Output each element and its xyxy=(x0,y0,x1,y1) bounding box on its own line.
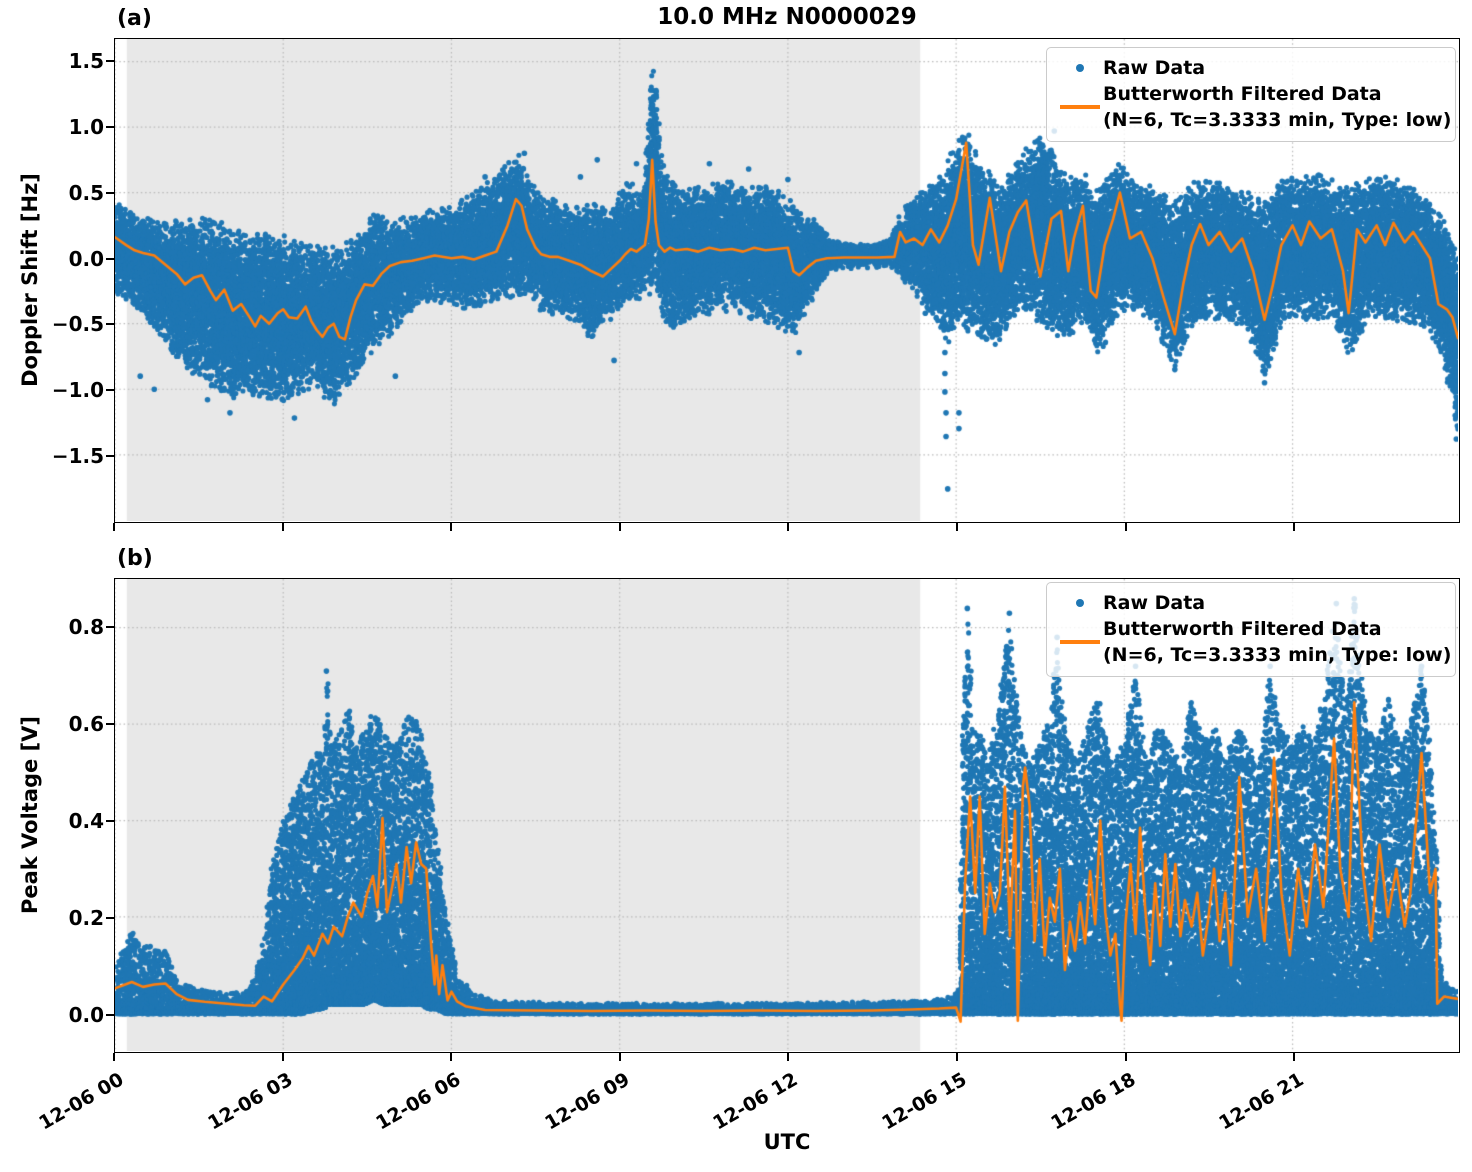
x-tick-mark xyxy=(787,1053,790,1061)
y-tick-label: 1.0 xyxy=(68,114,104,139)
figure-title: 10.0 MHz N0000029 xyxy=(657,4,917,30)
legend-filtered-row: Butterworth Filtered Data (N=6, Tc=3.333… xyxy=(1057,81,1451,133)
filtered-line-icon xyxy=(1060,105,1100,109)
x-tick-mark xyxy=(1293,1053,1296,1061)
y-tick-label: −0.5 xyxy=(51,312,104,337)
legend-filtered-label-line2: (N=6, Tc=3.3333 min, Type: low) xyxy=(1103,109,1452,131)
y-tick-label: 0.4 xyxy=(68,809,104,834)
y-tick-mark xyxy=(106,917,114,920)
x-tick-mark xyxy=(450,523,453,531)
y-tick-mark xyxy=(106,820,114,823)
filtered-line-icon xyxy=(1060,640,1100,644)
panel-b-legend: Raw Data Butterworth Filtered Data (N=6,… xyxy=(1046,582,1456,677)
y-tick-label: 0.5 xyxy=(68,180,104,205)
legend-filtered-label-line1: Butterworth Filtered Data xyxy=(1103,83,1382,105)
legend-raw-row: Raw Data xyxy=(1057,55,1445,81)
x-tick-mark xyxy=(618,1053,621,1061)
legend-filtered-label-line1: Butterworth Filtered Data xyxy=(1103,618,1382,640)
y-tick-mark xyxy=(106,323,114,326)
y-tick-label: 0.0 xyxy=(68,1003,104,1028)
panel-a-label: (a) xyxy=(117,6,152,31)
legend-raw-label: Raw Data xyxy=(1103,57,1206,79)
x-tick-label: 12-06 15 xyxy=(878,1068,971,1135)
panel-b-label: (b) xyxy=(117,546,153,571)
x-tick-mark xyxy=(1293,523,1296,531)
x-tick-mark xyxy=(450,1053,453,1061)
y-tick-label: −1.5 xyxy=(51,444,104,469)
y-tick-label: 0.0 xyxy=(68,246,104,271)
y-tick-mark xyxy=(106,455,114,458)
x-tick-label: 12-06 09 xyxy=(541,1068,634,1135)
x-tick-mark xyxy=(113,523,115,531)
legend-filtered-row: Butterworth Filtered Data (N=6, Tc=3.333… xyxy=(1057,616,1451,668)
x-tick-mark xyxy=(281,1053,284,1061)
legend-filtered-label-line2: (N=6, Tc=3.3333 min, Type: low) xyxy=(1103,644,1452,666)
y-tick-label: 1.5 xyxy=(68,48,104,73)
y-tick-label: −1.0 xyxy=(51,378,104,403)
x-tick-label: 12-06 06 xyxy=(372,1068,465,1135)
y-tick-mark xyxy=(106,626,114,628)
x-tick-label: 12-06 21 xyxy=(1215,1068,1308,1135)
x-tick-mark xyxy=(956,1053,958,1061)
x-tick-label: 12-06 12 xyxy=(709,1068,802,1135)
x-tick-label: 12-06 03 xyxy=(203,1068,297,1135)
legend-raw-label: Raw Data xyxy=(1103,592,1206,614)
x-tick-mark xyxy=(281,523,284,531)
y-tick-label: 0.8 xyxy=(68,615,104,639)
x-tick-label: 12-06 00 xyxy=(35,1068,128,1135)
x-tick-mark xyxy=(1124,523,1127,531)
y-tick-label: 0.2 xyxy=(68,906,104,931)
raw-data-dot-icon xyxy=(1076,599,1084,607)
x-tick-mark xyxy=(618,523,621,531)
y-tick-mark xyxy=(106,389,114,392)
x-tick-mark xyxy=(1124,1053,1127,1061)
raw-data-dot-icon xyxy=(1076,64,1084,72)
y-tick-mark xyxy=(106,723,114,726)
panel-a-legend: Raw Data Butterworth Filtered Data (N=6,… xyxy=(1046,47,1456,142)
x-tick-mark xyxy=(113,1053,115,1061)
y-tick-mark xyxy=(106,191,114,194)
y-tick-mark xyxy=(106,1014,114,1017)
legend-raw-row: Raw Data xyxy=(1057,590,1445,616)
x-tick-label: 12-06 18 xyxy=(1046,1068,1140,1135)
y-tick-mark xyxy=(106,125,114,128)
x-axis-label: UTC xyxy=(763,1130,811,1154)
y-tick-label: 0.6 xyxy=(68,712,104,737)
y-tick-mark xyxy=(106,257,114,260)
x-tick-mark xyxy=(956,523,958,531)
x-tick-mark xyxy=(787,523,790,531)
y-tick-mark xyxy=(106,59,114,62)
